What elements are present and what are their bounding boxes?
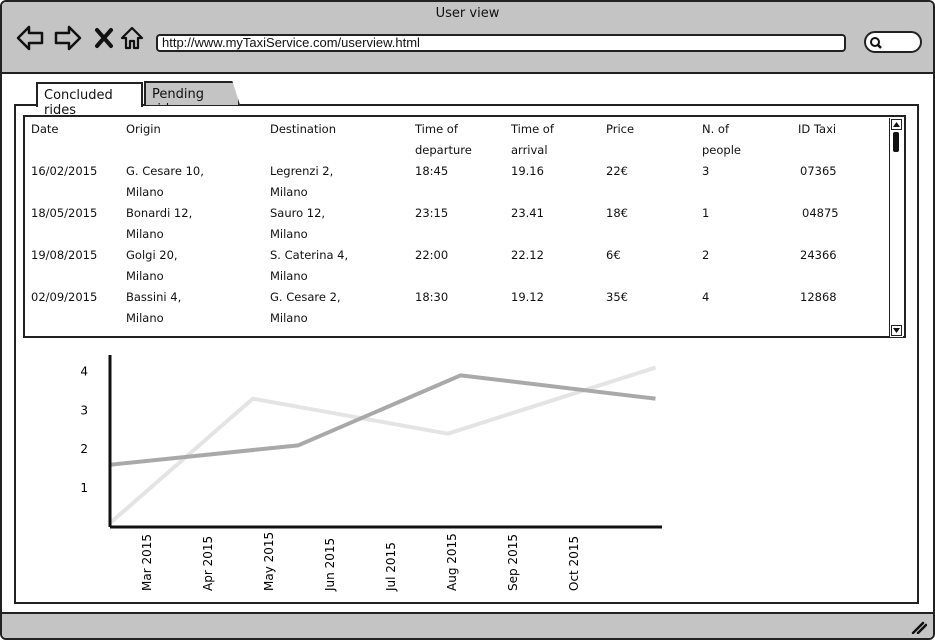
x-tick-label: Oct 2015	[567, 536, 581, 591]
cell-destination: S. Caterina 4, Milano	[270, 248, 349, 283]
browser-toolbar: User view http://www.myTaxiService.com/u…	[2, 2, 933, 74]
table-row[interactable]: 02/09/2015 Bassini 4, Milano G. Cesare 2…	[25, 287, 885, 329]
cell-destination: Legrenzi 2, Milano	[270, 164, 334, 199]
x-tick-label: Apr 2015	[201, 536, 215, 591]
cell-date: 19/08/2015	[31, 248, 98, 262]
table-row[interactable]: 16/02/2015 G. Cesare 10, Milano Legrenzi…	[25, 161, 885, 203]
x-tick-label: Sep 2015	[506, 534, 520, 591]
column-header: Date	[31, 122, 59, 136]
cell-origin: Golgi 20, Milano	[126, 248, 178, 283]
x-tick-label: Aug 2015	[445, 533, 459, 591]
cell-price: 35€	[606, 290, 628, 304]
table-header-row: Date Origin Destination Time of departur…	[25, 119, 885, 161]
cell-arrival: 23.41	[511, 206, 544, 220]
cell-people: 2	[702, 248, 710, 262]
column-header: N. of people	[702, 122, 741, 157]
rides-line-chart: 1 2 3 4 Mar 2015 Apr 2015 May 2015 Jun 2015 Jul …	[80, 355, 662, 592]
close-icon[interactable]	[90, 24, 118, 52]
y-tick-label: 4	[80, 364, 88, 378]
cell-destination: G. Cesare 2, Milano	[270, 290, 341, 325]
series-line-1	[108, 365, 657, 525]
window-title: User view	[435, 6, 500, 21]
y-tick-label: 3	[80, 403, 88, 417]
vertical-scrollbar[interactable]	[889, 118, 903, 337]
scrollbar-thumb[interactable]	[893, 132, 899, 152]
status-bar	[2, 612, 933, 638]
cell-arrival: 22.12	[511, 248, 544, 262]
cell-people: 1	[702, 206, 710, 220]
cell-date: 18/05/2015	[31, 206, 98, 220]
cell-origin: Bassini 4, Milano	[126, 290, 182, 325]
series-line-2	[109, 373, 656, 467]
forward-arrow-icon[interactable]	[54, 24, 82, 52]
cell-price: 18€	[606, 206, 628, 220]
cell-departure: 23:15	[415, 206, 449, 220]
cell-arrival: 19.16	[511, 164, 544, 178]
cell-arrival: 19.12	[511, 290, 544, 304]
table-row[interactable]: 19/08/2015 Golgi 20, Milano S. Caterina …	[25, 245, 885, 287]
home-icon[interactable]	[118, 24, 146, 52]
resize-grip-icon[interactable]	[911, 620, 927, 634]
search-field[interactable]	[864, 31, 922, 53]
cell-departure: 18:30	[415, 290, 449, 304]
tab-concluded-rides[interactable]: Concluded rides	[36, 82, 143, 118]
cell-taxi-id: 24366	[800, 248, 837, 262]
cell-origin: Bonardi 12, Milano	[126, 206, 193, 241]
column-header: ID Taxi	[798, 122, 837, 136]
table-row[interactable]: 18/05/2015 Bonardi 12, Milano Sauro 12, …	[25, 203, 885, 245]
cell-departure: 22:00	[415, 248, 449, 262]
cell-price: 6€	[606, 248, 621, 262]
cell-taxi-id: 04875	[802, 206, 839, 220]
column-header: Price	[606, 122, 635, 136]
cell-taxi-id: 12868	[800, 290, 837, 304]
scroll-up-arrow-icon[interactable]	[891, 119, 902, 130]
cell-destination: Sauro 12, Milano	[270, 206, 326, 241]
rides-table: Date Origin Destination Time of departur…	[23, 115, 906, 338]
address-bar[interactable]: http://www.myTaxiService.com/userview.ht…	[156, 34, 846, 52]
x-tick-label: Jul 2015	[384, 542, 398, 592]
column-header: Origin	[126, 122, 161, 136]
tab-pending-rides[interactable]: Pending rides	[144, 81, 240, 105]
cell-people: 4	[702, 290, 710, 304]
x-tick-label: Mar 2015	[140, 534, 154, 591]
x-tick-label: May 2015	[262, 532, 276, 591]
column-header: Time of arrival	[511, 122, 554, 157]
cell-people: 3	[702, 164, 710, 178]
back-arrow-icon[interactable]	[16, 24, 44, 52]
column-header: Time of departure	[415, 122, 472, 157]
cell-taxi-id: 07365	[800, 164, 837, 178]
search-icon	[870, 37, 882, 49]
cell-date: 02/09/2015	[31, 290, 98, 304]
scroll-down-arrow-icon[interactable]	[891, 325, 902, 336]
x-tick-label: Jun 2015	[323, 538, 337, 592]
cell-price: 22€	[606, 164, 628, 178]
cell-departure: 18:45	[415, 164, 449, 178]
column-header: Destination	[270, 122, 336, 136]
cell-origin: G. Cesare 10, Milano	[126, 164, 204, 199]
y-tick-label: 1	[80, 481, 88, 495]
y-tick-label: 2	[80, 442, 88, 456]
cell-date: 16/02/2015	[31, 164, 98, 178]
